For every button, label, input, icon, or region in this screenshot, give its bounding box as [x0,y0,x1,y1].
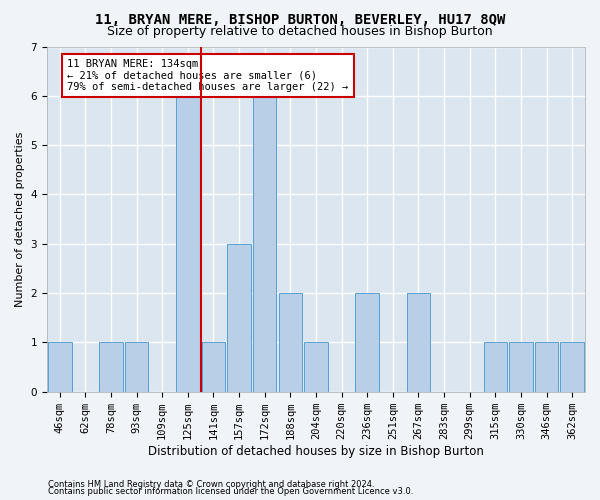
Bar [560,342,584,392]
Bar [227,244,251,392]
Bar [484,342,507,392]
Bar [278,293,302,392]
Bar [176,96,200,392]
Bar [48,342,71,392]
Bar [355,293,379,392]
Bar [99,342,123,392]
Text: 11 BRYAN MERE: 134sqm
← 21% of detached houses are smaller (6)
79% of semi-detac: 11 BRYAN MERE: 134sqm ← 21% of detached … [67,59,349,92]
Bar [253,96,277,392]
Text: Size of property relative to detached houses in Bishop Burton: Size of property relative to detached ho… [107,25,493,38]
Bar [509,342,533,392]
Text: 11, BRYAN MERE, BISHOP BURTON, BEVERLEY, HU17 8QW: 11, BRYAN MERE, BISHOP BURTON, BEVERLEY,… [95,12,505,26]
X-axis label: Distribution of detached houses by size in Bishop Burton: Distribution of detached houses by size … [148,444,484,458]
Bar [125,342,148,392]
Text: Contains HM Land Registry data © Crown copyright and database right 2024.: Contains HM Land Registry data © Crown c… [48,480,374,489]
Bar [202,342,225,392]
Text: Contains public sector information licensed under the Open Government Licence v3: Contains public sector information licen… [48,487,413,496]
Bar [407,293,430,392]
Bar [535,342,559,392]
Bar [304,342,328,392]
Y-axis label: Number of detached properties: Number of detached properties [15,132,25,307]
